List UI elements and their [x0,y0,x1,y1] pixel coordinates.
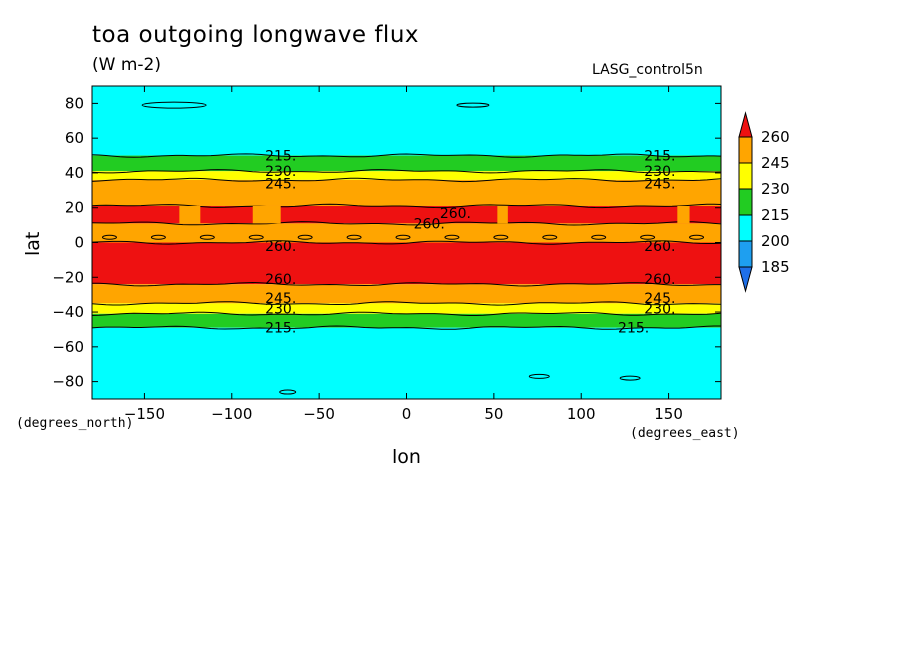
contour-label-12: 245. [265,291,296,307]
y-tick-label-0: 80 [65,94,84,112]
equatorial-contour-336 [689,234,705,240]
colorbar-bottom-arrow [738,266,753,293]
contour-label-9: 260. [644,239,675,255]
x-tick-label-5: 100 [567,405,596,423]
contour-line-2 [91,169,722,174]
equatorial-contour-112 [297,234,313,240]
equatorial-contour-56 [199,234,215,240]
y-tick-label-8: −80 [52,373,84,391]
colorbar-label-2: 230 [761,180,790,198]
chart-title: toa outgoing longwave flux [92,22,420,48]
polar-contour-0 [141,101,207,109]
contour-label-13: 230. [265,302,296,318]
contour-band-0 [92,86,721,156]
x-tick-label-6: 150 [654,405,683,423]
contour-label-16: 215. [265,321,296,337]
equatorial-contour-280 [591,234,607,240]
contour-label-8: 260. [265,239,296,255]
contour-line-1 [91,153,722,158]
x-tick-label-0: −150 [124,405,165,423]
x-tick-label-2: −50 [303,405,335,423]
contour-line-9 [91,311,722,316]
equatorial-contour-0 [101,234,117,240]
x-tick-label-4: 50 [484,405,503,423]
orange-gap-1 [252,205,281,224]
contour-label-10: 260. [265,272,296,288]
orange-gap-2 [497,205,508,224]
colorbar-label-4: 200 [761,232,790,250]
colorbar-segment-200_215 [738,214,753,242]
contour-band-4 [92,205,721,224]
contour-band-2 [92,171,721,180]
colorbar-segment-185_200 [738,240,753,268]
y-tick-label-2: 40 [65,164,84,182]
contour-label-1: 230. [265,164,296,180]
polar-contour-2 [528,373,550,379]
equatorial-contour-252 [542,234,558,240]
contour-line-6 [91,240,722,245]
colorbar-segment-215_230 [738,188,753,216]
contour-band-10 [92,327,721,399]
contour-label-6: 260. [440,206,471,222]
x-axis-units: (degrees_east) [630,426,740,441]
orange-gap-0 [179,205,201,224]
contour-label-7: 260. [414,216,445,232]
equatorial-contour-28 [150,234,166,240]
contour-band-1 [92,155,721,172]
contour-label-15: 230. [644,302,675,318]
colorbar-top-arrow [738,111,753,138]
contour-line-8 [91,301,722,306]
contour-line-3 [91,177,722,183]
run-label: LASG_control5n [592,62,703,78]
chart-units: (W m-2) [92,55,161,75]
polar-contour-3 [619,375,641,381]
colorbar-segment-245_260 [738,136,753,164]
y-tick-label-3: 20 [65,199,84,217]
contour-band-7 [92,284,721,304]
y-tick-label-1: 60 [65,129,84,147]
contour-band-9 [92,313,721,328]
colorbar-label-5: 185 [761,258,790,276]
polar-contour-4 [279,389,297,395]
colorbar-label-1: 245 [761,154,790,172]
contour-label-11: 260. [644,272,675,288]
x-tick-label-1: −100 [211,405,252,423]
equatorial-contour-224 [493,234,509,240]
polar-contour-1 [456,102,490,108]
x-axis-label: lon [392,446,421,468]
contour-band-3 [92,179,721,206]
colorbar-label-0: 260 [761,128,790,146]
y-tick-label-5: −20 [52,268,84,286]
contour-line-7 [92,281,721,287]
contour-band-8 [92,303,721,314]
contour-label-14: 245. [644,291,675,307]
contour-label-0: 215. [265,149,296,165]
y-tick-label-7: −60 [52,338,84,356]
contour-line-5 [91,221,722,226]
equatorial-contour-168 [395,234,411,240]
equatorial-contour-84 [248,234,264,240]
contour-label-4: 230. [644,164,675,180]
equatorial-contour-140 [346,234,362,240]
y-tick-label-6: −40 [52,303,84,321]
colorbar-label-3: 215 [761,206,790,224]
contour-label-5: 245. [644,176,675,192]
y-tick-label-4: 0 [74,234,84,252]
colorbar-segment-230_245 [738,162,753,190]
contour-label-2: 245. [265,176,296,192]
x-tick-label-3: 0 [402,405,412,423]
equatorial-contour-196 [444,234,460,240]
contour-band-5 [92,223,721,243]
orange-gap-3 [677,205,690,224]
y-axis-units: (degrees_north) [16,416,134,431]
contour-band-6 [92,242,721,285]
contour-line-10 [91,325,721,330]
equatorial-contour-308 [640,234,656,240]
contour-label-3: 215. [644,149,675,165]
contour-label-17: 215. [618,321,649,337]
